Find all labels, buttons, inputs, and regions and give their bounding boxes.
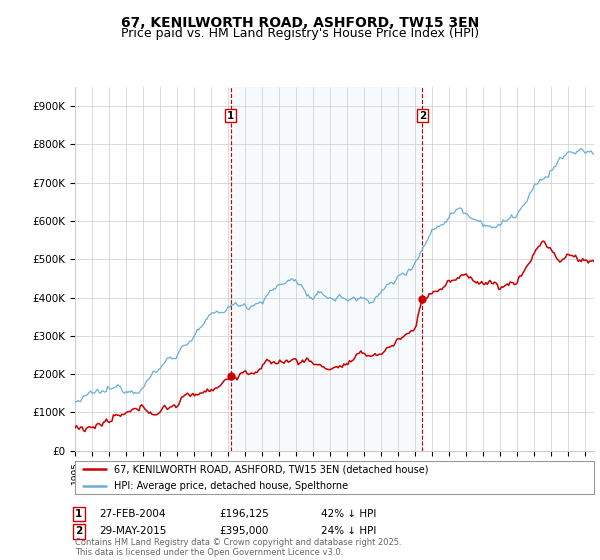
Text: 1: 1 — [75, 509, 82, 519]
Text: 67, KENILWORTH ROAD, ASHFORD, TW15 3EN (detached house): 67, KENILWORTH ROAD, ASHFORD, TW15 3EN (… — [114, 464, 428, 474]
Text: Price paid vs. HM Land Registry's House Price Index (HPI): Price paid vs. HM Land Registry's House … — [121, 27, 479, 40]
Bar — [231, 87, 422, 451]
Text: £395,000: £395,000 — [219, 526, 268, 536]
Text: HPI: Average price, detached house, Spelthorne: HPI: Average price, detached house, Spel… — [114, 481, 348, 491]
Text: 27-FEB-2004: 27-FEB-2004 — [99, 509, 166, 519]
Text: 1: 1 — [227, 110, 235, 120]
Text: £196,125: £196,125 — [219, 509, 269, 519]
Text: Contains HM Land Registry data © Crown copyright and database right 2025.
This d: Contains HM Land Registry data © Crown c… — [75, 538, 401, 557]
Text: 2: 2 — [75, 526, 82, 536]
Text: 2: 2 — [419, 110, 426, 120]
Text: 42% ↓ HPI: 42% ↓ HPI — [321, 509, 376, 519]
Text: 24% ↓ HPI: 24% ↓ HPI — [321, 526, 376, 536]
Text: 67, KENILWORTH ROAD, ASHFORD, TW15 3EN: 67, KENILWORTH ROAD, ASHFORD, TW15 3EN — [121, 16, 479, 30]
Text: 29-MAY-2015: 29-MAY-2015 — [99, 526, 166, 536]
